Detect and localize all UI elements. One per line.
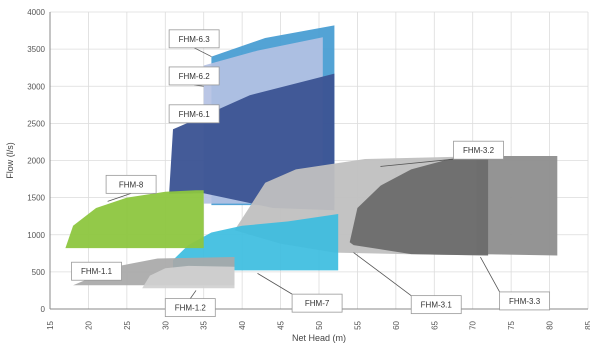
y-axis-title: Flow (l/s) — [5, 142, 15, 179]
callout-fhm-6-2: FHM-6.2 — [168, 66, 220, 87]
x-tick-label: 25 — [123, 320, 132, 329]
area-fhm-7 — [173, 214, 339, 271]
area-fhm-1-2 — [142, 265, 235, 289]
callout-fhm-1-1: FHM-1.1 — [71, 261, 122, 281]
callout-box — [168, 29, 220, 49]
x-tick-label: 30 — [161, 320, 170, 329]
tick-labels: 15 20 25 30 35 40 45 50 55 60 65 70 75 80 85 0 500 1000 15… — [27, 8, 590, 330]
callout-box — [164, 298, 216, 318]
x-tick-label: 75 — [507, 320, 516, 329]
callout-leader-line — [257, 273, 293, 295]
callout-box — [168, 104, 220, 124]
callout-leader-line — [353, 252, 412, 296]
callout-box — [291, 293, 343, 313]
callout-fhm-3-3: FHM-3.3 — [480, 256, 551, 311]
x-tick-label: 15 — [46, 320, 55, 329]
callout-box — [410, 295, 462, 315]
y-tick-label: 1500 — [27, 194, 45, 203]
y-tick-label: 2500 — [27, 119, 45, 128]
callout-label: FHM-1.2 — [175, 304, 207, 313]
x-tick-label: 70 — [469, 320, 478, 329]
x-tick-label: 45 — [277, 320, 286, 329]
y-tick-label: 500 — [32, 268, 46, 277]
x-tick-label: 80 — [546, 320, 555, 329]
callout-fhm-1-2: FHM-1.2 — [164, 290, 216, 318]
x-tick-label: 85 — [584, 320, 590, 329]
area-fhm-3-1 — [349, 156, 489, 256]
callout-fhm-8: FHM-8 — [105, 174, 157, 202]
callout-box — [105, 174, 157, 194]
callout-label: FHM-6.1 — [179, 110, 211, 119]
area-fhm-8 — [65, 190, 204, 249]
callout-label: FHM-3.1 — [421, 301, 453, 310]
x-tick-label: 60 — [392, 320, 401, 329]
y-tick-label: 3500 — [27, 45, 45, 54]
callout-fhm-6-1: FHM-6.1 — [168, 104, 220, 124]
callout-leader-line — [193, 47, 212, 57]
series-areas — [65, 25, 558, 289]
y-tick-label: 0 — [41, 305, 46, 314]
callout-leader-line — [380, 158, 454, 167]
callout-labels: FHM-6.3 FHM-6.2 FHM-6.1 FHM-3.2 FHM-3.3 FHM-3… — [71, 29, 551, 318]
callout-label: FHM-8 — [119, 180, 144, 189]
callout-label: FHM-7 — [305, 299, 330, 308]
x-tick-label: 50 — [315, 320, 324, 329]
callout-box — [499, 291, 551, 311]
callout-box — [453, 140, 504, 160]
callout-label: FHM-1.1 — [81, 267, 113, 276]
y-tick-label: 4000 — [27, 8, 45, 17]
y-tick-label: 3000 — [27, 82, 45, 91]
y-tick-label: 2000 — [27, 157, 45, 166]
callout-leader-line — [107, 192, 132, 202]
callout-label: FHM-3.2 — [463, 146, 495, 155]
callout-box — [168, 66, 220, 86]
callout-label: FHM-6.3 — [179, 35, 211, 44]
area-fhm-3-3 — [476, 156, 558, 256]
callout-fhm-3-2: FHM-3.2 — [380, 140, 504, 167]
callout-fhm-3-1: FHM-3.1 — [353, 252, 462, 315]
x-axis-title: Net Head (m) — [292, 333, 346, 343]
x-tick-label: 20 — [84, 320, 93, 329]
callout-box — [71, 261, 122, 281]
callout-label: FHM-3.3 — [509, 297, 541, 306]
x-tick-label: 65 — [430, 320, 439, 329]
x-tick-label: 40 — [238, 320, 247, 329]
callout-label: FHM-6.2 — [179, 72, 211, 81]
callout-fhm-6-3: FHM-6.3 — [168, 29, 220, 57]
callout-leader-line — [189, 290, 197, 299]
y-tick-label: 1000 — [27, 231, 45, 240]
callout-fhm-7: FHM-7 — [257, 273, 343, 313]
x-tick-label: 35 — [200, 320, 209, 329]
callout-leader-line — [480, 256, 500, 293]
x-tick-label: 55 — [353, 320, 362, 329]
